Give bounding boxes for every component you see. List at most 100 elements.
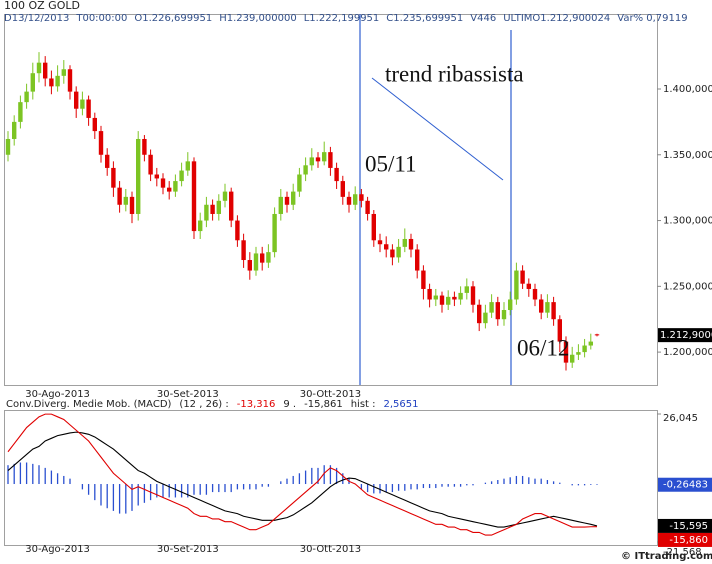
candle-body — [322, 152, 327, 162]
macd-header: Conv.Diverg. Medie Mob. (MACD) (12 , 26) … — [6, 399, 419, 410]
last-value-box — [658, 518, 712, 533]
candle-body — [117, 187, 122, 205]
candle-body — [49, 78, 54, 87]
candle-body — [291, 191, 296, 205]
candle-body — [433, 295, 438, 300]
y-tick-label: 1.350,000 — [663, 150, 712, 161]
x-tick-label: 30-Ott-2013 — [300, 389, 361, 400]
candle-body — [105, 154, 110, 168]
candle-body — [80, 99, 85, 109]
candle-body — [384, 244, 389, 250]
candle-body — [551, 302, 556, 320]
candle-body — [198, 220, 203, 232]
candle-body — [136, 138, 141, 214]
candle-body — [576, 352, 581, 355]
candle-body — [36, 62, 42, 74]
candle-body — [222, 191, 228, 201]
macd-header-item: (12 , 26) : — [179, 399, 228, 410]
candle-body — [377, 240, 383, 245]
candle-body — [12, 121, 17, 139]
x-tick-label: 30-Set-2013 — [157, 389, 219, 400]
candle-body — [396, 246, 401, 258]
candle-body — [98, 131, 104, 155]
header-item: V446 — [470, 13, 496, 24]
candle-body — [539, 299, 544, 313]
footer: © ITtrading.com — [621, 551, 712, 562]
y-tick-label: -21,568 — [663, 547, 702, 558]
candle-body — [427, 288, 432, 300]
candle-body — [328, 152, 333, 168]
candle-body — [477, 304, 482, 324]
header: D13/12/2013 T00:00:00 O1.226,699951 H1.239,… — [4, 13, 688, 24]
y-tick-label: 1.250,000 — [663, 281, 712, 292]
macd-panel — [4, 410, 658, 546]
candle-body — [483, 312, 488, 324]
candle-body — [154, 174, 159, 179]
candle-body — [489, 302, 494, 313]
candle-body — [340, 181, 345, 197]
annotation: 06/12 — [517, 335, 569, 360]
header-item: L1.222,199951 — [304, 13, 380, 24]
macd-header-item: -13,316 — [237, 399, 276, 410]
candle-body — [501, 310, 507, 320]
macd-line — [7, 413, 598, 536]
candle-body — [284, 196, 290, 205]
last-value-box — [658, 477, 712, 492]
candle-body — [148, 154, 153, 175]
candle-body — [61, 69, 66, 76]
candle-body — [315, 157, 321, 162]
candle-body — [297, 174, 302, 192]
candle-body — [253, 253, 259, 271]
candle-body — [216, 200, 221, 214]
candle-body — [241, 240, 246, 261]
header-item: ULTIMO1.212,900024 — [503, 13, 610, 24]
candle-body — [111, 167, 116, 188]
candle-body — [278, 196, 283, 214]
candle-body — [353, 194, 358, 205]
candle-body — [371, 213, 376, 241]
candle-body — [129, 196, 135, 214]
macd-header-item: 2,5651 — [384, 399, 419, 410]
candle-body — [365, 200, 370, 214]
x-tick-label: 30-Set-2013 — [157, 544, 219, 555]
candle-body — [346, 196, 352, 205]
y-tick-label: 1.300,000 — [663, 216, 712, 227]
candle-body — [495, 302, 500, 320]
candle-body — [446, 296, 451, 305]
candle-body — [526, 283, 531, 289]
candle-body — [24, 91, 29, 103]
candle-body — [229, 191, 234, 221]
annotation: 05/11 — [365, 151, 417, 176]
candle-body — [520, 270, 525, 284]
candle-body — [55, 75, 60, 87]
candle-body — [545, 302, 550, 313]
candle-body — [415, 249, 420, 271]
candle-body — [390, 249, 395, 258]
candle-body — [123, 196, 128, 205]
candle-body — [421, 270, 426, 289]
header-item: H1.239,000000 — [219, 13, 297, 24]
candle-body — [210, 204, 215, 214]
y-tick-label: 1.400,000 — [663, 84, 712, 95]
annotation: trend ribassista — [385, 61, 524, 86]
last-value-label: -15,595 — [669, 521, 708, 532]
candle-body — [30, 73, 35, 92]
price-panel — [4, 14, 658, 386]
macd-header-item: hist : — [351, 399, 376, 410]
candle-body — [582, 345, 587, 353]
candle-body — [359, 194, 364, 201]
candle-body — [74, 91, 79, 109]
last-value-box — [658, 532, 712, 547]
candle-body — [191, 161, 197, 232]
candle-body — [452, 296, 457, 300]
candle-body — [458, 292, 463, 300]
candle-body — [173, 181, 178, 192]
candle-body — [588, 341, 593, 346]
candle-body — [167, 187, 172, 192]
candle-body — [179, 170, 184, 182]
candle-body — [260, 253, 265, 263]
candle-body — [185, 161, 190, 171]
trend-line — [371, 77, 504, 181]
header-item: Var% 0,79119 — [617, 13, 687, 24]
